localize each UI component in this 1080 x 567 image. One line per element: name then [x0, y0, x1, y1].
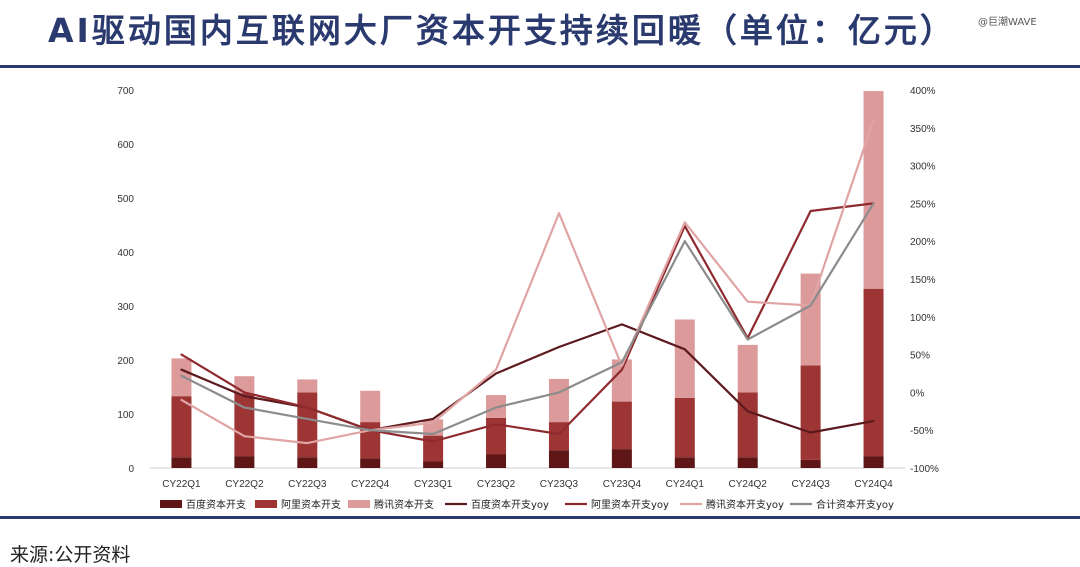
- y-tick-label: 200: [117, 356, 134, 367]
- total-yoy-line: [180, 202, 875, 436]
- bar-baidu: [486, 454, 507, 468]
- y2-tick-label: 350%: [910, 124, 936, 135]
- bar-tencent: [297, 379, 318, 393]
- capex-chart: 0 100 200 300 400 500 600 700 -100% -50% 0% 50% 100…: [117, 86, 939, 511]
- y-tick-label: 500: [117, 194, 134, 205]
- line-layer: [180, 119, 875, 445]
- x-tick-label: CY22Q1: [162, 479, 201, 490]
- bar-baidu: [234, 456, 255, 468]
- bar-baidu: [171, 457, 192, 468]
- right-axis: -100% -50% 0% 50% 100% 150% 200% 250% 300% 350% 40…: [910, 86, 939, 475]
- legend-label: 合计资本开支yoy: [816, 498, 894, 511]
- bar-tencent: [171, 358, 192, 397]
- bar-baidu: [674, 457, 695, 468]
- bar-baidu: [611, 449, 632, 468]
- x-tick-label: CY23Q2: [477, 479, 516, 490]
- legend-swatch: [255, 500, 277, 508]
- bar-ali: [611, 401, 632, 450]
- bar-baidu: [297, 457, 318, 468]
- y-tick-label: 600: [117, 140, 134, 151]
- ali-yoy-line: [180, 202, 875, 443]
- bar-tencent: [234, 376, 255, 394]
- bar-ali: [863, 288, 884, 457]
- bar-tencent: [737, 344, 758, 393]
- y2-tick-label: 250%: [910, 199, 936, 210]
- x-tick-label: CY23Q4: [603, 479, 642, 490]
- bar-ali: [171, 396, 192, 458]
- x-tick-label: CY24Q2: [729, 479, 768, 490]
- x-axis-labels: CY22Q1 CY22Q2 CY22Q3 CY22Q4 CY23Q1 CY23Q2 CY23…: [162, 479, 893, 490]
- y2-tick-label: -50%: [910, 426, 933, 437]
- x-tick-label: CY22Q2: [225, 479, 264, 490]
- y2-tick-label: 200%: [910, 237, 936, 248]
- legend-swatch: [348, 500, 370, 508]
- bar-tencent: [674, 319, 695, 398]
- x-tick-label: CY24Q1: [666, 479, 705, 490]
- left-axis: 0 100 200 300 400 500 600 700: [117, 86, 905, 475]
- bar-ali: [297, 392, 318, 458]
- y2-tick-label: 400%: [910, 86, 936, 97]
- legend-swatch: [160, 500, 182, 508]
- bar-ali: [486, 417, 507, 455]
- x-tick-label: CY23Q1: [414, 479, 453, 490]
- footer-divider: [0, 516, 1080, 519]
- x-tick-label: CY23Q3: [540, 479, 579, 490]
- bar-ali: [800, 365, 821, 460]
- y2-tick-label: 0%: [910, 388, 925, 399]
- x-tick-label: CY24Q3: [791, 479, 830, 490]
- bar-ali: [737, 392, 758, 458]
- bar-baidu: [360, 458, 381, 468]
- y-tick-label: 700: [117, 86, 134, 97]
- y2-tick-label: 50%: [910, 351, 930, 362]
- bar-baidu: [423, 461, 444, 468]
- y-tick-label: 300: [117, 302, 134, 313]
- y2-tick-label: 150%: [910, 275, 936, 286]
- bar-baidu: [800, 459, 821, 468]
- bar-baidu: [548, 450, 569, 468]
- legend-label: 阿里资本开支: [281, 498, 341, 511]
- legend-label: 阿里资本开支yoy: [591, 498, 669, 511]
- legend-label: 百度资本开支: [186, 498, 246, 511]
- legend-label: 腾讯资本开支yoy: [706, 498, 784, 511]
- bar-ali: [674, 397, 695, 458]
- legend-label: 腾讯资本开支: [374, 498, 434, 511]
- y2-tick-label: 100%: [910, 313, 936, 324]
- x-tick-label: CY22Q4: [351, 479, 390, 490]
- title-divider: [0, 65, 1080, 68]
- x-tick-label: CY22Q3: [288, 479, 327, 490]
- bar-tencent: [360, 390, 381, 423]
- bar-tencent: [863, 91, 884, 289]
- x-tick-label: CY24Q4: [854, 479, 893, 490]
- baidu-yoy-line: [180, 323, 875, 434]
- y2-tick-label: 300%: [910, 162, 936, 173]
- y2-tick-label: -100%: [910, 464, 939, 475]
- tencent-yoy-line: [180, 119, 875, 445]
- bar-baidu: [863, 456, 884, 468]
- source-note: 来源:公开资料: [10, 544, 131, 566]
- page-title: AI驱动国内互联网大厂资本开支持续回暖（单位：亿元）: [48, 11, 956, 50]
- bar-tencent: [611, 359, 632, 402]
- y-tick-label: 400: [117, 248, 134, 259]
- legend: 百度资本开支 阿里资本开支 腾讯资本开支 百度资本开支yoy 阿里资本开支yoy 腾讯资本…: [160, 498, 894, 511]
- y-tick-label: 100: [117, 410, 134, 421]
- y-tick-label: 0: [128, 464, 134, 475]
- bar-ali: [423, 435, 444, 462]
- bar-baidu: [737, 457, 758, 468]
- bar-tencent: [548, 378, 569, 423]
- watermark: @巨潮WAVE: [978, 17, 1037, 28]
- legend-label: 百度资本开支yoy: [471, 498, 549, 511]
